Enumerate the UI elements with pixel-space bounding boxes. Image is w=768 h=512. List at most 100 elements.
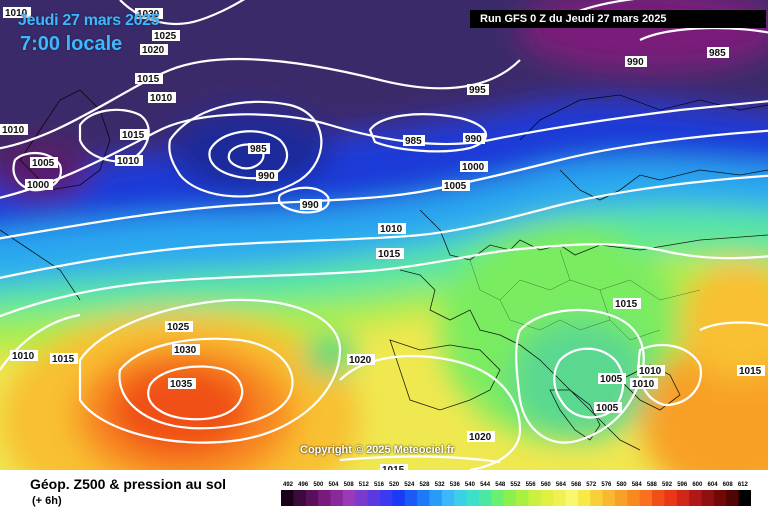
time-title: 7:00 locale [20,33,123,55]
run-info: Run GFS 0 Z du Jeudi 27 mars 2025 [470,10,766,28]
isobar-label-bg [613,298,641,309]
isobar-label-bg [248,143,270,154]
isobar-label-bg [10,350,38,361]
copyright-text: Copyright © 2025 Meteociel.fr [300,444,455,456]
legend-tick: 556 [526,482,537,488]
legend-tick: 496 [298,482,309,488]
isobar-label: 1005 [32,158,55,169]
legend-swatch [738,490,751,506]
isobar-label-bg [168,378,196,389]
legend-tick: 548 [495,482,506,488]
legend-swatch [590,490,604,506]
legend-swatch [305,490,319,506]
legend-tick: 516 [374,482,385,488]
isobar-label: 1010 [12,351,35,362]
legend-swatch [503,490,517,506]
pressure-map: 1030 1025 1020 1015 1010 1010 1005 1000 1015 1010… [0,0,768,470]
legend-swatch [516,490,529,506]
isobar-label: 1030 [137,9,160,20]
isobar-label-bg [380,464,408,470]
legend-tick: 524 [404,482,415,488]
isobar-label: 1020 [142,45,165,56]
legend-tick: 512 [359,482,370,488]
isobar-label: 1035 [170,379,193,390]
legend-swatch [478,490,492,506]
isobar-label-bg [460,161,488,172]
isobar-label-bg [50,353,78,364]
isobar-label-bg [467,431,495,442]
legend-swatch [454,490,468,506]
isobar-label: 1025 [167,322,190,333]
legend-tick: 572 [586,482,597,488]
legend-tick: 560 [541,482,552,488]
isobar-label: 1030 [174,345,197,356]
legend-swatch [281,490,294,506]
isobar-label: 1005 [596,403,619,414]
isobar-label: 1005 [444,181,467,192]
legend-tick: 592 [662,482,673,488]
isobar-label-bg [0,124,28,135]
legend-tick: 532 [435,482,446,488]
isobar-label: 1015 [739,366,762,377]
isobar-label-bg [25,179,53,190]
legend-tick: 608 [723,482,734,488]
isobar-label: 1020 [469,432,492,443]
isobar-label: 1005 [600,374,623,385]
legend-swatch [392,490,406,506]
legend-tick: 612 [738,482,749,488]
isobar-label-bg [378,223,406,234]
isobar-label: 995 [469,85,486,96]
legend-swatch [627,490,641,506]
legend-swatch [639,490,653,506]
isobar-label-bg [300,199,322,210]
isobar-label: 1010 [5,8,28,19]
footer-subtitle: (+ 6h) [32,495,62,507]
legend-tick: 588 [647,482,658,488]
legend-tick: 500 [313,482,324,488]
legend-tick: 576 [601,482,612,488]
legend-swatch [701,490,715,506]
isobar-label-bg [3,7,31,18]
legend-swatch [602,490,616,506]
isobar-label-bg [152,30,180,41]
isobar-label: 1015 [52,354,75,365]
legend-swatch [404,490,418,506]
legend-swatch [429,490,443,506]
legend-swatch [577,490,591,506]
isobar-label: 1010 [632,379,655,390]
legend-swatch [553,490,566,506]
isobar-label: 1000 [462,162,485,173]
isobar-label: 990 [627,57,644,68]
legend-tick: 536 [450,482,461,488]
isobars [0,0,768,470]
isobar-label-bg [594,402,622,413]
isobar-label-bg [256,170,278,181]
isobar-label: 1015 [615,299,638,310]
isobar-label-bg [463,133,485,144]
isobar-label-bg [347,354,375,365]
isobar-label-bg [148,92,176,103]
isobar-label: 985 [405,136,422,147]
isobar-label-bg [140,44,168,55]
isobar-label: 1010 [150,93,173,104]
legend-tick: 604 [708,482,719,488]
legend-swatch [726,490,740,506]
isobar-label: 1015 [122,130,145,141]
legend-tick: 492 [283,482,294,488]
isobar-label: 990 [465,134,482,145]
legend-tick: 504 [328,482,339,488]
isobar-label-bg [120,129,148,140]
isobar-label-bg [135,8,163,19]
isobar-label-bg [172,344,200,355]
isobar-label: 1025 [154,31,177,42]
legend-tick: 528 [419,482,430,488]
isobar-label: 1020 [349,355,372,366]
legend-swatch [293,490,307,506]
isobar-labels: 1030 1025 1020 1015 1010 1010 1005 1000 1015 1010… [0,7,765,470]
legend-swatch [689,490,703,506]
legend-swatch [540,490,554,506]
isobar-label-bg [165,321,193,332]
color-scale-legend: 492 496 500 504 508 512 516 520 524 528 532 536 540 5… [281,482,751,506]
isobar-label-bg [625,56,647,67]
